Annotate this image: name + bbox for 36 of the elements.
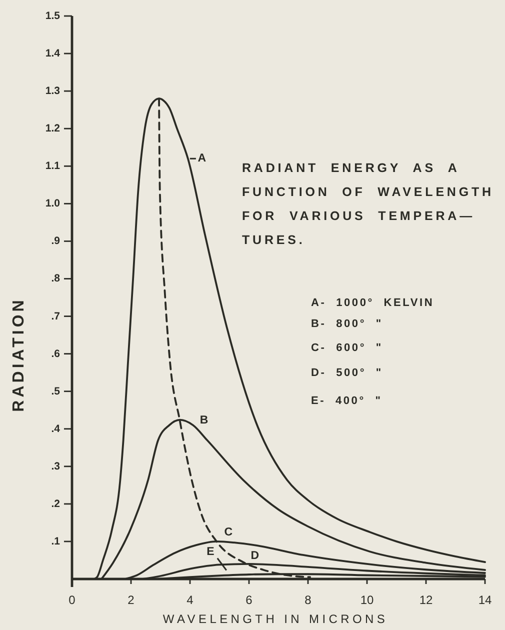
y-tick-label: 1.5 — [45, 10, 60, 22]
y-tick-label: .8 — [51, 272, 60, 285]
y-tick-label: .9 — [51, 235, 60, 248]
y-tick-label: 1.0 — [45, 198, 60, 210]
annotation: A — [198, 152, 206, 165]
x-tick-label: 4 — [186, 593, 194, 607]
annotation: B- 800° " — [311, 318, 383, 330]
text: RADIANT ENERGY AS A FUNCTION OF WAVELENGTH FOR VARIOUS TEMPERA— TURES. — [242, 161, 494, 247]
annotation: E- 400° " — [311, 395, 382, 407]
y-axis-title: RADIATION — [10, 297, 28, 412]
x-tick-label: 12 — [419, 593, 433, 607]
x-tick-label: 0 — [68, 593, 76, 607]
annotation: E — [206, 546, 215, 558]
y-tick-label: 1.1 — [45, 160, 60, 172]
y-tick-label: .2 — [51, 498, 60, 510]
x-axis-title: WAVELENGTH IN MICRONS — [162, 612, 388, 626]
y-tick-label: 1.4 — [45, 48, 60, 60]
y-tick-label: .1 — [51, 535, 60, 548]
y-tick-label: 1.3 — [45, 85, 60, 98]
x-tick-label: 10 — [360, 593, 374, 607]
annotation: A- 1000° KELVIN — [311, 297, 434, 309]
annotation: B — [200, 414, 208, 426]
x-tick-label: 8 — [304, 593, 312, 607]
x-tick-label: 2 — [128, 593, 135, 607]
annotation: D — [250, 550, 260, 562]
y-tick-label: .4 — [51, 422, 60, 435]
y-tick-label: .7 — [51, 310, 60, 322]
x-tick-label: 6 — [246, 593, 253, 607]
y-tick-label: .6 — [51, 348, 60, 360]
y-tick-label: 1.2 — [45, 122, 60, 135]
annotation: D- 500° " — [311, 367, 383, 379]
annotation: C — [224, 526, 233, 538]
y-tick-label: .5 — [51, 385, 60, 398]
x-tick-label: 14 — [478, 593, 492, 607]
y-tick-label: .3 — [51, 460, 60, 472]
annotation: C- 600° " — [311, 342, 383, 354]
